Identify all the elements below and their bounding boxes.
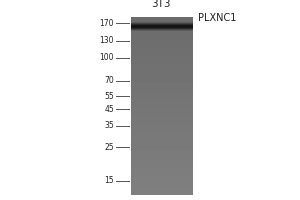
Text: 45: 45 bbox=[104, 105, 114, 114]
Text: 130: 130 bbox=[100, 36, 114, 45]
Text: 3T3: 3T3 bbox=[151, 0, 170, 9]
Text: 55: 55 bbox=[104, 92, 114, 101]
Text: 25: 25 bbox=[104, 143, 114, 152]
Text: 35: 35 bbox=[104, 121, 114, 130]
Text: PLXNC1: PLXNC1 bbox=[198, 13, 236, 23]
Text: 15: 15 bbox=[104, 176, 114, 185]
Text: 70: 70 bbox=[104, 76, 114, 85]
Text: 100: 100 bbox=[100, 53, 114, 62]
Text: 170: 170 bbox=[100, 19, 114, 28]
